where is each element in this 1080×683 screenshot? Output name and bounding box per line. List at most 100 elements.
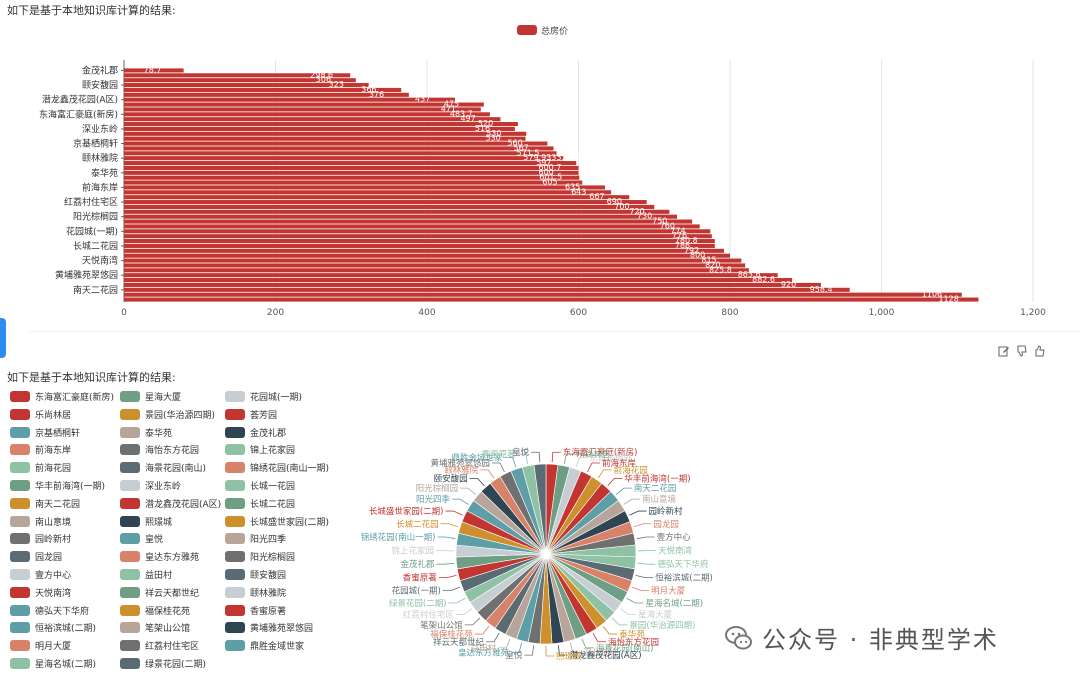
pie-legend-item[interactable]: 南天二花园 xyxy=(10,497,80,510)
pie-legend-label: 鼎胜金域世家 xyxy=(250,642,305,653)
bar-value-label: 750 xyxy=(652,217,667,226)
pie-legend-item[interactable]: 深业东岭 xyxy=(120,479,181,492)
pie-legend-item[interactable]: 壹方中心 xyxy=(10,568,71,581)
pie-legend-item[interactable]: 祥云天都世纪 xyxy=(120,586,199,599)
intro-text-bar: 如下是基于本地知识库计算的结果: xyxy=(7,4,176,17)
bar-legend[interactable]: 总房价 xyxy=(517,24,568,37)
pie-legend-item[interactable]: 海景花园(南山) xyxy=(120,461,206,474)
pie-legend-item[interactable]: 红荔村住宅区 xyxy=(120,639,199,652)
pie-legend-label: 德弘天下华府 xyxy=(35,606,90,617)
pie-legend-item[interactable]: 阳光棕榈园 xyxy=(225,550,295,563)
pie-legend-item[interactable]: 长城盛世家园(二期) xyxy=(225,515,329,528)
pie-legend-item[interactable]: 东海富汇豪庭(新房) xyxy=(10,390,114,403)
pie-legend-item[interactable]: 海怡东方花园 xyxy=(120,443,199,456)
pie-legend-item[interactable]: 锦上花家园 xyxy=(225,443,295,456)
pie-legend-label: 华丰前海湾(一期) xyxy=(35,482,106,492)
pie-legend-item[interactable]: 颐林雅院 xyxy=(225,586,286,599)
pie-legend-swatch xyxy=(225,391,245,402)
pie-legend-item[interactable]: 园龙园 xyxy=(10,550,62,563)
pie-legend-swatch xyxy=(120,569,140,580)
pie-label-line xyxy=(436,562,455,565)
pie-legend-item[interactable]: 潜龙鑫茂花园(A区) xyxy=(120,497,221,510)
pie-legend-item[interactable]: 荟芳园 xyxy=(225,408,277,421)
pie-legend-item[interactable]: 星海大厦 xyxy=(120,390,181,403)
pie-legend-item[interactable]: 益田村 xyxy=(120,568,172,581)
pie-label-line xyxy=(480,469,495,479)
pie-legend-item[interactable]: 华丰前海湾(一期) xyxy=(10,479,105,492)
pie-legend-item[interactable]: 福保桂花苑 xyxy=(120,604,190,617)
pie-legend-item[interactable]: 前海东岸 xyxy=(10,443,71,456)
pie-legend-label: 壹方中心 xyxy=(35,571,72,581)
pie-legend-label: 荟芳园 xyxy=(250,410,278,421)
pie-legend-label: 乐尚林居 xyxy=(35,410,72,421)
pie-label-line xyxy=(557,645,568,656)
pie-label-line xyxy=(611,617,628,626)
pie-slice-label: 东海富汇豪庭(新房) xyxy=(563,447,638,458)
pie-legend-item[interactable]: 颐安馥园 xyxy=(225,568,286,581)
pie-slice-label: 绿景花园(二期) xyxy=(389,598,447,609)
pie-legend-item[interactable]: 香蜜原著 xyxy=(225,604,286,617)
pie-label-line xyxy=(517,453,529,464)
pie-slice-label: 德弘天下华府 xyxy=(657,559,709,570)
pie-legend-item[interactable]: 鼎胜金域世家 xyxy=(225,639,304,652)
pie-legend-item[interactable]: 阳光四季 xyxy=(225,532,286,545)
pie-legend-item[interactable]: 泰华苑 xyxy=(120,426,172,439)
pie-legend-label: 祥云天都世纪 xyxy=(145,588,200,599)
y-tick-label: 南天二花园 xyxy=(73,284,118,296)
pie-slice xyxy=(545,470,593,555)
pie-legend-item[interactable]: 笔架山公馆 xyxy=(120,621,190,634)
pie-legend-item[interactable]: 京基栖棡轩 xyxy=(10,426,80,439)
pie-legend-item[interactable]: 皇悦 xyxy=(120,532,163,545)
pie-legend-label: 颐林雅院 xyxy=(250,588,287,599)
y-tick-label: 花园城(一期) xyxy=(66,225,118,237)
bar xyxy=(124,117,501,122)
pie-slice xyxy=(545,553,629,603)
pie-legend-item[interactable]: 前海花园 xyxy=(10,461,71,474)
pie-legend-item[interactable]: 长城二花园 xyxy=(225,497,295,510)
pie-legend-item[interactable]: 星海名城(二期) xyxy=(10,657,96,670)
side-collapse-handle[interactable] xyxy=(0,318,6,358)
pie-legend-item[interactable]: 园岭新村 xyxy=(10,532,71,545)
bar xyxy=(124,112,490,117)
pie-legend-item[interactable]: 景园(华治源四期) xyxy=(120,408,215,421)
pie-legend-label: 恒裕滨城(二期) xyxy=(35,624,97,635)
pie-legend-item[interactable]: 长城一花园 xyxy=(225,479,295,492)
pie-label-line xyxy=(551,451,561,463)
pie-label-line xyxy=(563,453,575,464)
pie-slice-label: 阳光四季 xyxy=(416,494,451,505)
pie-legend-item[interactable]: 德弘天下华府 xyxy=(10,604,89,617)
pie-legend-item[interactable]: 绿景花园(二期) xyxy=(120,657,206,670)
pie-slice xyxy=(456,532,547,555)
pie-legend-item[interactable]: 南山意境 xyxy=(10,515,71,528)
pie-legend-item[interactable]: 黄埔雅苑翠悠园 xyxy=(225,621,313,634)
pie-slice-label: 前海花园 xyxy=(614,465,648,476)
pie-legend-swatch xyxy=(120,515,140,527)
bar-value-label: 600 xyxy=(539,168,554,177)
pie-legend-item[interactable]: 明月大厦 xyxy=(10,639,71,652)
pie-legend-item[interactable]: 天悦南湾 xyxy=(10,586,71,599)
pie-legend-item[interactable]: 金茂礼郡 xyxy=(225,426,286,439)
pie-slice xyxy=(527,553,547,645)
pie-legend-item[interactable]: 花园城(一期) xyxy=(225,390,302,403)
pie-legend-swatch xyxy=(10,391,30,402)
pie-legend-swatch xyxy=(10,586,30,598)
pie-slice-label: 南天二花园 xyxy=(634,483,677,494)
pie-legend-item[interactable]: 熙璟城 xyxy=(120,515,172,528)
pie-legend-label: 绿景花园(二期) xyxy=(145,660,207,670)
y-tick-label: 金茂礼郡 xyxy=(82,64,118,76)
thumbs-down-icon[interactable] xyxy=(1016,342,1028,357)
thumbs-up-icon[interactable] xyxy=(1034,342,1046,357)
pie-legend-item[interactable]: 乐尚林居 xyxy=(10,408,71,421)
edit-icon[interactable] xyxy=(998,342,1010,357)
pie-legend-item[interactable]: 锦绣花园(南山一期) xyxy=(225,461,329,474)
y-tick-label: 黄埔雅苑翠悠园 xyxy=(55,269,118,281)
pie-legend-swatch xyxy=(10,658,30,669)
pie-legend-item[interactable]: 皇达东方雅苑 xyxy=(120,550,199,563)
pie-legend-item[interactable]: 恒裕滨城(二期) xyxy=(10,621,96,634)
pie-slice xyxy=(545,553,587,640)
pie-label-line xyxy=(464,617,481,626)
pie-legend-label: 颐安馥园 xyxy=(250,571,287,581)
pie-slice-label: 南山意境 xyxy=(642,494,677,505)
bar-value-label: 700 xyxy=(614,202,629,211)
pie-legend-swatch xyxy=(120,658,140,669)
